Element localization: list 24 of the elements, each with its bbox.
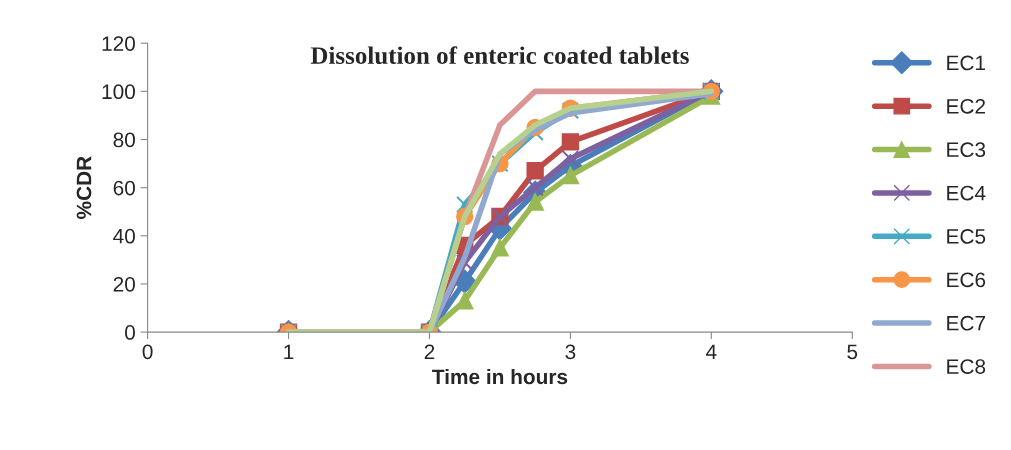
legend-label: EC6: [947, 272, 986, 288]
legend-label: EC1: [947, 55, 986, 71]
y-tick-label: 40: [113, 228, 135, 244]
y-tick-label: 120: [102, 36, 135, 51]
x-tick-label: 4: [706, 344, 717, 359]
legend-label: EC3: [947, 142, 986, 158]
legend-label: EC7: [947, 315, 986, 331]
chart-title: Dissolution of enteric coated tablets: [310, 46, 689, 65]
x-tick-label: 0: [142, 344, 153, 360]
y-tick-label: 0: [125, 325, 135, 340]
x-axis-title: Time in hours: [432, 368, 568, 385]
x-tick-label: 3: [565, 344, 576, 360]
y-tick-label: 60: [113, 180, 135, 196]
legend-label: EC5: [947, 229, 986, 244]
legend-label: EC2: [947, 98, 986, 114]
y-tick-label: 80: [113, 132, 135, 148]
y-axis-title: %CDR: [76, 156, 92, 219]
x-tick-label: 2: [424, 344, 435, 359]
legend-label: EC8: [947, 359, 986, 374]
x-tick-label: 5: [847, 344, 858, 360]
x-tick-label: 1: [284, 344, 294, 359]
legend-label: EC4: [947, 185, 986, 201]
y-tick-label: 20: [113, 276, 135, 292]
y-tick-label: 100: [102, 84, 135, 100]
